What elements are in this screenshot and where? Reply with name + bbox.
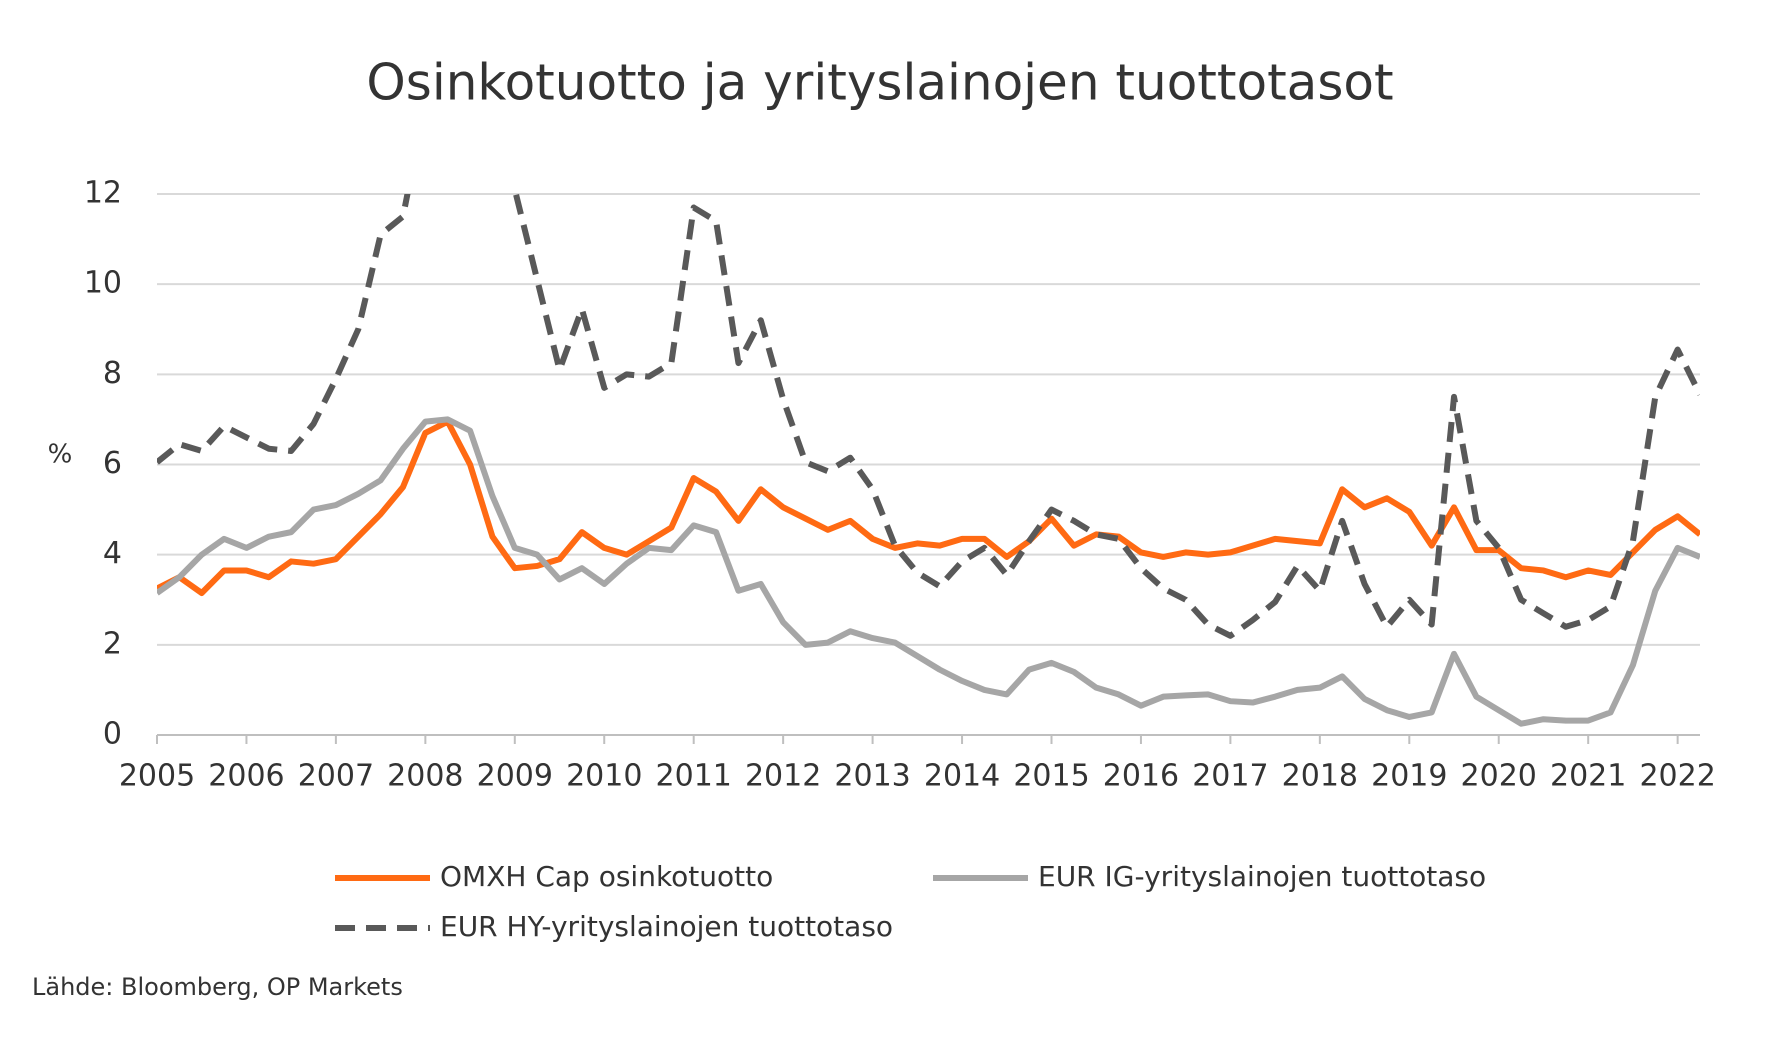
y-tick-label: 6: [103, 446, 122, 481]
x-tick-label: 2021: [1550, 759, 1626, 794]
x-tick-label: 2019: [1371, 759, 1447, 794]
source-note: Lähde: Bloomberg, OP Markets: [32, 973, 403, 1001]
x-tick-label: 2011: [656, 759, 732, 794]
x-tick-label: 2014: [924, 759, 1000, 794]
series-line: [157, 418, 1700, 596]
y-tick-label: 2: [103, 626, 122, 661]
x-tick-label: 2012: [745, 759, 821, 794]
series-line: [157, 194, 1700, 639]
legend-label: OMXH Cap osinkotuotto: [440, 860, 773, 893]
grid: 0 2 4 6 8 10 12 2005 2006 2007 2008 2009 2010 2011 201…: [84, 176, 1716, 794]
x-tick-label: 2005: [119, 759, 195, 794]
x-tick-label: 2022: [1639, 759, 1715, 794]
y-tick-label: 8: [103, 356, 122, 391]
legend-label: EUR IG-yrityslainojen tuottotaso: [1038, 860, 1486, 893]
x-tick-label: 2018: [1282, 759, 1358, 794]
x-tick-label: 2016: [1103, 759, 1179, 794]
x-tick-label: 2017: [1192, 759, 1268, 794]
x-tick-label: 2009: [477, 759, 553, 794]
x-tick-label: 2010: [566, 759, 642, 794]
y-tick-label: 12: [84, 176, 122, 211]
x-tick-label: 2013: [834, 759, 910, 794]
chart-title: Osinkotuotto ja yrityslainojen tuottotas…: [366, 54, 1393, 112]
y-axis-label: %: [48, 440, 73, 470]
y-tick-label: 0: [103, 717, 122, 752]
x-tick-label: 2007: [298, 759, 374, 794]
plot-area: [157, 194, 1700, 727]
x-tick-label: 2008: [387, 759, 463, 794]
x-tick-label: 2006: [208, 759, 284, 794]
series-line: [157, 416, 1700, 727]
x-tick-label: 2015: [1013, 759, 1089, 794]
y-tick-label: 4: [103, 536, 122, 571]
x-tick-label: 2020: [1461, 759, 1537, 794]
legend-label: EUR HY-yrityslainojen tuottotaso: [440, 910, 893, 943]
y-tick-label: 10: [84, 266, 122, 301]
legend: OMXH Cap osinkotuotto EUR IG-yrityslainoj…: [335, 860, 1486, 943]
